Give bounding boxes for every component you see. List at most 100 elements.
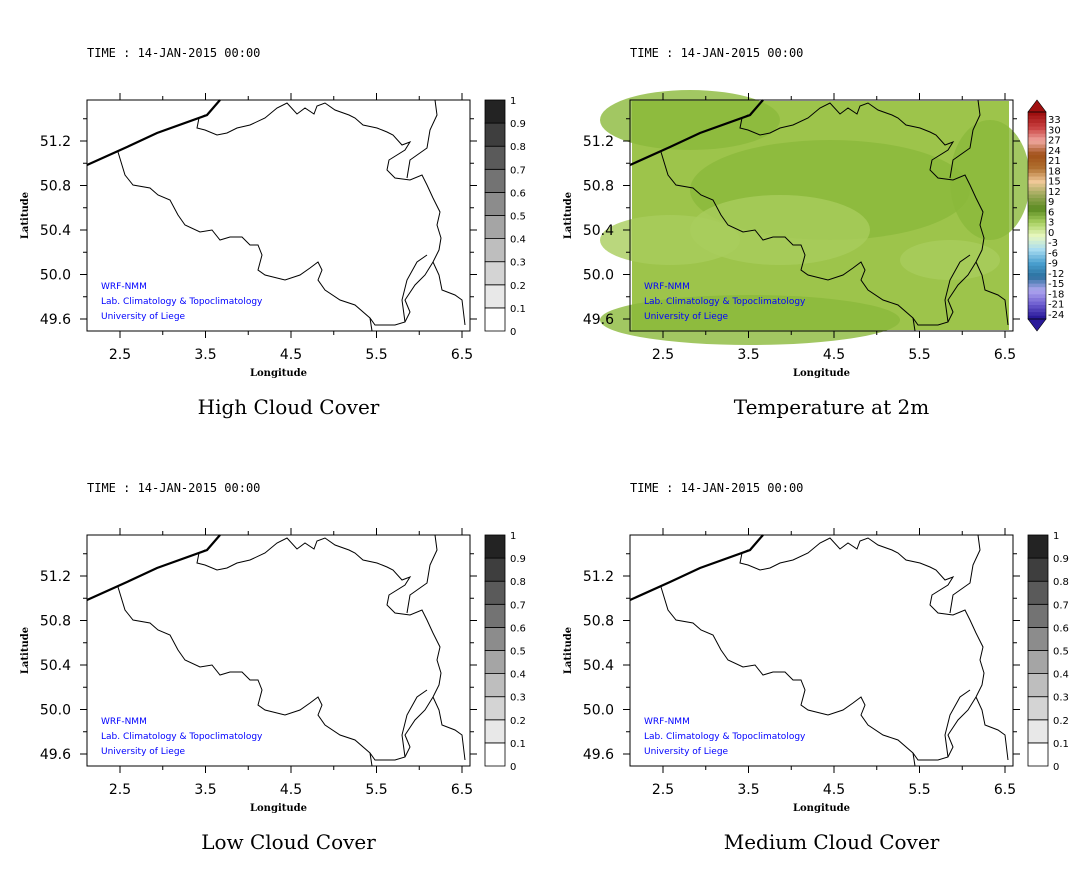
colorbar-bin [1027, 580, 1049, 605]
time-label: TIME : 14-JAN-2015 00:00 [87, 46, 260, 60]
colorbar-label: 27 [1048, 136, 1061, 147]
y-tick-label: 50.0 [583, 268, 614, 284]
colorbar-label: 0 [1053, 762, 1059, 773]
x-tick-label: 3.5 [737, 347, 759, 363]
colorbar-frame [1027, 111, 1047, 320]
colorbar-bin [1028, 297, 1046, 302]
colorbar-label: -3 [1048, 238, 1058, 249]
coastline [86, 534, 221, 602]
country-border [406, 534, 438, 614]
x-tick-label: 2.5 [109, 782, 131, 798]
colorbar-bin [1028, 147, 1046, 152]
colorbar-label: 0.8 [1053, 577, 1069, 588]
colorbar-label: 0.4 [1053, 670, 1069, 681]
colorbar-label: 0.8 [510, 142, 526, 153]
colorbar: 0 0.1 0.2 0.3 0.4 0.5 0.6 0.7 0.8 0.9 1 [484, 531, 526, 773]
colorbar-bin [1028, 244, 1046, 248]
colorbar-bin [1028, 233, 1046, 238]
x-tick-label: 4.5 [823, 347, 845, 363]
x-tick-label: 6.5 [451, 782, 473, 798]
colorbar-bin [1027, 557, 1049, 582]
credit-text: University of Liege [101, 312, 186, 322]
colorbar-bin [1028, 286, 1046, 291]
colorbar-bin [1028, 315, 1046, 320]
credit-text: WRF-NMM [644, 717, 690, 727]
y-axis-label: Latitude [563, 627, 574, 674]
panel-title: Medium Cloud Cover [724, 830, 940, 854]
colorbar: 0 0.1 0.2 0.3 0.4 0.5 0.6 0.7 0.8 0.9 1 [484, 96, 526, 338]
credit-text: Lab. Climatology & Topoclimatology [644, 297, 806, 307]
y-tick-label: 51.2 [40, 134, 71, 150]
colorbar-bin [1028, 186, 1046, 191]
colorbar-bin [1028, 190, 1046, 195]
colorbar: 0 0.1 0.2 0.3 0.4 0.5 0.6 0.7 0.8 0.9 1 [1027, 531, 1069, 773]
credit-text: University of Liege [644, 312, 729, 322]
colorbar-label: 12 [1048, 187, 1061, 198]
colorbar-bin [1028, 151, 1046, 156]
colorbar-min-triangle [1027, 318, 1047, 332]
colorbar-bin [1028, 247, 1046, 252]
field-patch [900, 240, 1000, 280]
colorbar-label: 21 [1048, 156, 1061, 167]
colorbar-bin [1028, 201, 1046, 206]
colorbar-bin [1027, 603, 1049, 628]
colorbar-bin [1028, 269, 1046, 273]
colorbar-bin [484, 580, 506, 605]
y-axis-label: Latitude [20, 627, 31, 674]
colorbar-label: 0.9 [1053, 554, 1069, 565]
colorbar-label: 24 [1048, 146, 1061, 157]
map-panel: TIME : 14-JAN-2015 00:00 2.5 3.5 4.5 5.5 6.5 5… [20, 481, 526, 854]
y-tick-label: 50.4 [40, 223, 71, 239]
colorbar-bin [1028, 240, 1046, 245]
credit-text: University of Liege [644, 747, 729, 757]
colorbar-label: 0.7 [510, 165, 526, 176]
country-border [369, 317, 373, 332]
country-border [975, 261, 1009, 326]
colorbar-label: 3 [1048, 218, 1054, 229]
colorbar-label: 0.6 [510, 623, 526, 634]
colorbar-bin [484, 122, 506, 147]
colorbar-max-triangle [1027, 99, 1047, 113]
map-frame [629, 534, 1014, 767]
y-tick-label: 50.8 [583, 614, 614, 630]
field-patch [600, 295, 900, 345]
map-frame [86, 534, 471, 767]
y-tick-label: 49.6 [40, 312, 71, 328]
y-tick-label: 50.8 [40, 614, 71, 630]
colorbar-label: 0 [1048, 228, 1054, 239]
country-border [949, 99, 981, 179]
colorbar-label: 0.1 [1053, 739, 1069, 750]
colorbar-bin [484, 307, 506, 332]
y-tick-label: 50.4 [583, 658, 614, 674]
colorbar-bin [1028, 169, 1046, 173]
colorbar-label: 33 [1048, 115, 1061, 126]
colorbar-label: 15 [1048, 177, 1061, 188]
colorbar-bin [1028, 194, 1046, 198]
y-tick-label: 51.2 [583, 569, 614, 585]
colorbar-bin [1027, 719, 1049, 744]
map-panel: TIME : 14-JAN-2015 00:00 2.5 3.5 4.5 5.5 6.5 5… [563, 481, 1069, 854]
colorbar-bin [1028, 126, 1046, 131]
colorbar-label: -15 [1048, 279, 1064, 290]
colorbar-bin [484, 650, 506, 675]
country-border [401, 254, 428, 323]
colorbar-label: 0.3 [510, 693, 526, 704]
colorbar-bin [1028, 301, 1046, 306]
colorbar-bin [1028, 215, 1046, 220]
x-tick-label: 6.5 [451, 347, 473, 363]
country-border [944, 689, 971, 758]
x-tick-label: 2.5 [652, 782, 674, 798]
y-tick-label: 49.6 [40, 747, 71, 763]
y-tick-label: 50.0 [40, 703, 71, 719]
colorbar-bin [1028, 265, 1046, 270]
colorbar-bin [1028, 144, 1046, 148]
colorbar-label: 0.7 [510, 600, 526, 611]
x-tick-label: 2.5 [109, 347, 131, 363]
y-tick-label: 50.4 [40, 658, 71, 674]
colorbar-bin [1028, 222, 1046, 227]
colorbar-label: 0.5 [1053, 647, 1069, 658]
x-axis-label: Longitude [793, 803, 850, 814]
colorbar-bin [484, 284, 506, 309]
colorbar-label: 0 [510, 762, 516, 773]
colorbar-label: 0.5 [510, 647, 526, 658]
